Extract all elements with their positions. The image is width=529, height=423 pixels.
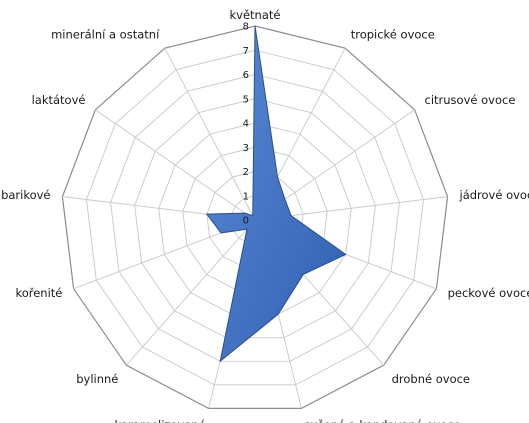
tick-label: 6: [243, 70, 249, 81]
category-label: minerální a ostatní: [51, 28, 160, 42]
category-label: sušené a kandované ovoce: [304, 418, 460, 423]
series-area-1: [205, 25, 347, 363]
category-label: barikové: [1, 188, 50, 202]
tick-label: 8: [243, 22, 249, 33]
grid-ring-7: [86, 49, 424, 386]
category-label: laktátové: [32, 93, 86, 107]
series-layer: [205, 25, 347, 363]
spoke-line: [164, 48, 256, 221]
spoke-line: [126, 219, 256, 366]
category-label: citrusové ovoce: [425, 93, 516, 107]
category-label: tropické ovoce: [351, 28, 435, 42]
category-label: drobné ovoce: [392, 372, 470, 386]
grid-ring-6: [110, 74, 400, 362]
tick-label: 7: [243, 46, 249, 57]
tick-label: 5: [243, 94, 249, 105]
tick-label: 0: [243, 216, 249, 227]
category-label: bylinné: [76, 372, 118, 386]
category-label: kořenité: [15, 286, 62, 300]
grid-ring-5: [134, 98, 376, 339]
tick-label: 4: [243, 119, 249, 130]
radial-tick-labels: 0 1 2 3 4 5 6 7 8: [243, 22, 249, 227]
category-label: jádrové ovoce: [459, 188, 529, 202]
tick-label: 2: [243, 167, 249, 178]
category-labels: květnaté tropické ovoce citrusové ovoce jád…: [1, 8, 529, 423]
category-label: květnaté: [230, 8, 281, 22]
category-label: karamelizované: [114, 418, 205, 423]
category-label: peckové ovoce: [448, 286, 529, 300]
spoke-line: [95, 109, 256, 221]
tick-label: 1: [243, 191, 249, 202]
grid-ring-8: [61, 25, 449, 409]
tick-label: 3: [243, 143, 249, 154]
